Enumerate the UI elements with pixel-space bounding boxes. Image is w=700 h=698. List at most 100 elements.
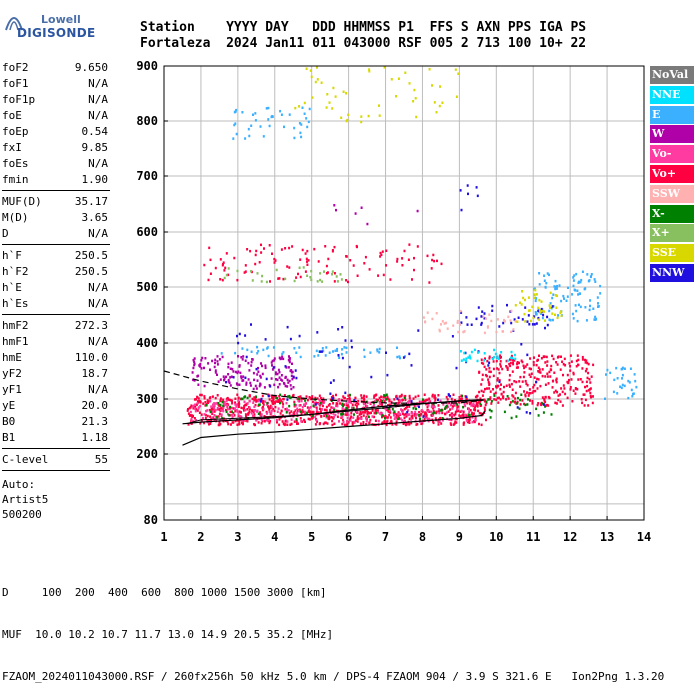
echo-point (309, 405, 312, 409)
echo-point (286, 325, 289, 329)
echo-point (348, 396, 351, 400)
echo-point (428, 68, 431, 71)
echo-point (366, 222, 369, 226)
echo-point (510, 350, 513, 354)
echo-point (280, 357, 283, 360)
echo-point (498, 379, 501, 382)
echo-point (454, 410, 457, 414)
echo-point (322, 349, 325, 353)
echo-point (227, 267, 230, 270)
echo-point (378, 402, 381, 405)
echo-point (312, 400, 315, 404)
echo-point (566, 396, 569, 400)
echo-point (301, 248, 304, 252)
echo-point (589, 387, 592, 390)
echo-point (325, 405, 328, 409)
echo-point (319, 350, 322, 353)
echo-point (467, 192, 469, 196)
echo-point (592, 395, 594, 398)
echo-point (238, 364, 241, 367)
echo-point (420, 412, 423, 416)
echo-point (399, 356, 401, 360)
echo-point (532, 386, 535, 389)
echo-point (430, 267, 433, 270)
echo-point (528, 391, 531, 395)
echo-point (351, 403, 354, 406)
echo-point (402, 356, 405, 359)
echo-point (553, 391, 556, 394)
echo-point (390, 78, 393, 81)
echo-point (506, 368, 509, 371)
echo-point (545, 355, 548, 359)
echo-point (289, 423, 292, 426)
echo-point (199, 401, 202, 404)
echo-point (524, 403, 527, 407)
echo-point (520, 343, 523, 346)
echo-point (503, 385, 505, 389)
echo-point (360, 115, 363, 118)
echo-point (308, 107, 311, 111)
echo-point (496, 367, 499, 370)
param-value: 18.7 (81, 367, 109, 380)
echo-point (459, 350, 462, 353)
echo-point (554, 287, 557, 291)
echo-point (515, 366, 518, 369)
echo-point (208, 408, 211, 412)
echo-point (344, 408, 347, 411)
echo-point (507, 397, 510, 400)
echo-point (562, 384, 565, 387)
echo-point (564, 392, 567, 396)
echo-point (273, 409, 276, 413)
echo-point (198, 364, 201, 367)
echo-point (461, 394, 464, 398)
echo-point (368, 411, 371, 415)
echo-point (529, 399, 531, 402)
echo-point (308, 406, 311, 410)
echo-point (270, 406, 273, 409)
echo-point (561, 360, 564, 363)
echo-point (310, 278, 313, 282)
header-values: Fortaleza 2024 Jan11 011 043000 RSF 005 … (140, 36, 587, 51)
echo-point (208, 246, 211, 250)
echo-point (528, 388, 531, 391)
echo-point (314, 80, 317, 84)
echo-point (488, 367, 491, 370)
echo-point (490, 319, 493, 323)
echo-point (234, 403, 237, 406)
echo-point (234, 409, 237, 413)
echo-point (505, 398, 508, 401)
echo-point (558, 284, 561, 287)
echo-point (456, 408, 459, 411)
echo-point (270, 409, 273, 413)
echo-point (204, 404, 207, 407)
x-tick-label: 10 (489, 530, 503, 544)
echo-point (250, 409, 253, 412)
echo-point (257, 366, 259, 370)
echo-point (398, 412, 401, 416)
echo-point (286, 378, 289, 382)
echo-point (289, 396, 292, 400)
echo-point (455, 421, 458, 424)
echo-point (356, 415, 359, 418)
echo-point (524, 298, 526, 302)
echo-point (333, 407, 336, 410)
echo-point (365, 420, 368, 423)
echo-point (299, 131, 302, 135)
echo-point (377, 404, 380, 408)
param-row: h`Es N/A (2, 296, 110, 312)
echo-point (399, 399, 401, 402)
echo-point (333, 280, 336, 283)
echo-point (257, 412, 260, 415)
echo-point (554, 285, 557, 289)
echo-point (281, 352, 284, 356)
echo-point (336, 404, 339, 408)
echo-point (267, 106, 270, 110)
echo-point (307, 259, 310, 262)
echo-point (557, 394, 560, 397)
echo-point (577, 358, 580, 362)
echo-point (190, 418, 193, 421)
echo-point (518, 407, 521, 410)
echo-point (200, 413, 203, 416)
echo-point (272, 346, 275, 349)
echo-point (349, 259, 352, 262)
